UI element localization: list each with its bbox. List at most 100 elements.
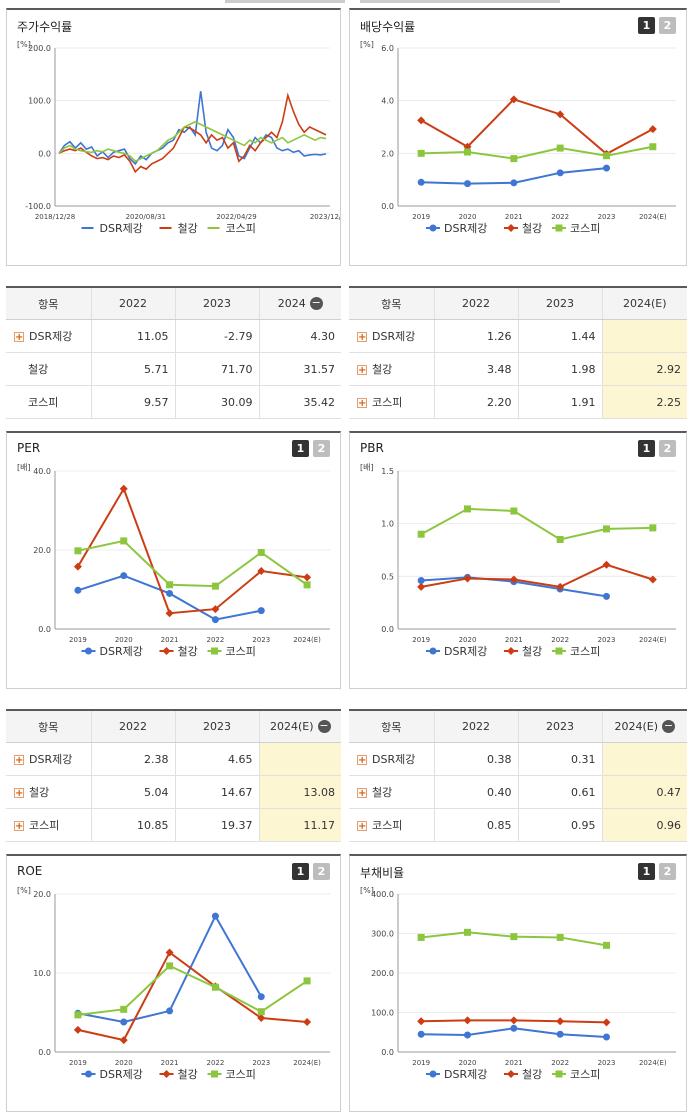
x-tick-label: 2024(E) — [639, 636, 667, 644]
view-1-button[interactable]: 1 — [638, 440, 655, 457]
legend-label: DSR제강 — [100, 645, 143, 658]
data-point — [464, 180, 471, 188]
table-cell: 0.38 — [433, 742, 518, 776]
table-row: + 코스피 0.85 0.95 0.96 — [349, 808, 687, 842]
expand-icon[interactable]: + — [357, 365, 367, 376]
expand-icon[interactable]: + — [14, 821, 24, 832]
series-0 — [417, 1024, 610, 1041]
data-point — [303, 581, 311, 589]
legend-label: 철강 — [178, 645, 198, 658]
collapse-icon[interactable]: − — [309, 296, 323, 311]
row-label[interactable]: + DSR제강 — [6, 319, 91, 353]
row-label[interactable]: + 철강 — [6, 775, 91, 809]
view-1-button[interactable]: 1 — [292, 440, 309, 457]
data-point — [119, 1036, 128, 1045]
y-tick-label: 40.0 — [33, 467, 51, 476]
x-tick-label: 2019 — [69, 1059, 87, 1067]
view-2-button[interactable]: 2 — [659, 440, 676, 457]
y-unit-label: [%] — [360, 886, 374, 895]
data-point — [162, 1070, 171, 1078]
table-cell: 4.30 — [258, 319, 341, 353]
row-label[interactable]: + 코스피 — [349, 385, 434, 419]
data-point — [166, 581, 174, 589]
y-unit-label: [배] — [17, 463, 31, 472]
collapse-icon[interactable]: − — [317, 719, 331, 734]
row-label[interactable]: + 철강 — [349, 775, 434, 809]
table-cell: 9.57 — [90, 385, 175, 419]
data-point — [429, 1070, 437, 1078]
data-point — [120, 572, 128, 580]
x-tick-label: 2023 — [252, 636, 270, 644]
data-point — [507, 1070, 515, 1078]
x-tick-label: 2022 — [551, 213, 569, 221]
data-point — [555, 1070, 563, 1078]
data-point — [429, 647, 437, 655]
table-cell: 31.57 — [258, 352, 341, 386]
row-label[interactable]: + 코스피 — [6, 808, 91, 842]
y-tick-label: 0.0 — [381, 1048, 394, 1057]
series-line — [77, 539, 308, 588]
expand-icon[interactable]: + — [14, 788, 24, 799]
series-line — [421, 145, 654, 160]
expand-icon[interactable]: + — [357, 788, 367, 799]
collapse-icon[interactable]: − — [662, 719, 676, 734]
data-point — [602, 560, 611, 569]
expand-icon[interactable]: + — [357, 398, 367, 409]
column-header: 항목 — [6, 287, 91, 320]
view-2-button[interactable]: 2 — [659, 17, 676, 34]
series-line — [77, 964, 308, 1016]
expand-icon[interactable]: + — [357, 821, 367, 832]
legend-label: 코스피 — [570, 222, 600, 235]
legend-label: 코스피 — [570, 1068, 600, 1081]
x-tick-label: 2019 — [412, 213, 430, 221]
series-0 — [417, 164, 610, 188]
series-1 — [73, 484, 312, 618]
table-cell: 5.71 — [90, 352, 175, 386]
panel-title: 주가수익률 — [17, 20, 73, 34]
row-label[interactable]: + DSR제강 — [6, 742, 91, 776]
series-line — [58, 120, 327, 163]
row-label[interactable]: + DSR제강 — [349, 319, 434, 353]
y-tick-label: 6.0 — [381, 44, 394, 53]
data-point — [211, 582, 219, 590]
table-cell: 19.37 — [174, 808, 259, 842]
panel-title: 부채비율 — [360, 866, 405, 880]
view-2-button[interactable]: 2 — [313, 440, 330, 457]
x-tick-label: 2022/04/29 — [216, 213, 256, 221]
data-point — [303, 573, 312, 582]
x-tick-label: 2020/08/31 — [126, 213, 166, 221]
column-header: 2022 — [433, 287, 518, 320]
data-point — [257, 1014, 266, 1023]
view-1-button[interactable]: 1 — [638, 863, 655, 880]
series-1 — [417, 560, 657, 591]
view-2-button[interactable]: 2 — [313, 863, 330, 880]
expand-icon[interactable]: + — [14, 755, 24, 766]
data-point — [257, 548, 265, 556]
series-1 — [417, 1016, 611, 1027]
legend-label: DSR제강 — [100, 222, 143, 235]
y-tick-label: 2.0 — [381, 149, 394, 158]
series-2 — [58, 120, 327, 163]
data-point — [257, 607, 265, 615]
row-label[interactable]: + 코스피 — [349, 808, 434, 842]
expand-icon[interactable]: + — [357, 755, 367, 766]
table-row: + 코스피 2.20 1.91 2.25 — [349, 385, 687, 419]
x-tick-label: 2021 — [505, 1059, 523, 1067]
table-cell: 0.96 — [601, 808, 687, 842]
data-point — [556, 110, 565, 119]
table-cell: 10.85 — [90, 808, 175, 842]
table-cell: 0.85 — [433, 808, 518, 842]
data-point — [74, 1011, 82, 1019]
expand-icon[interactable]: + — [14, 332, 24, 343]
row-label[interactable]: + DSR제강 — [349, 742, 434, 776]
view-1-button[interactable]: 1 — [638, 17, 655, 34]
column-header: 2024(E) — [601, 287, 687, 320]
data-point — [166, 962, 174, 970]
legend-item: DSR제강 — [426, 645, 487, 658]
y-unit-label: [%] — [17, 886, 31, 895]
row-label[interactable]: + 철강 — [349, 352, 434, 386]
view-1-button[interactable]: 1 — [292, 863, 309, 880]
view-2-button[interactable]: 2 — [659, 863, 676, 880]
legend-label: 철강 — [522, 645, 542, 658]
expand-icon[interactable]: + — [357, 332, 367, 343]
